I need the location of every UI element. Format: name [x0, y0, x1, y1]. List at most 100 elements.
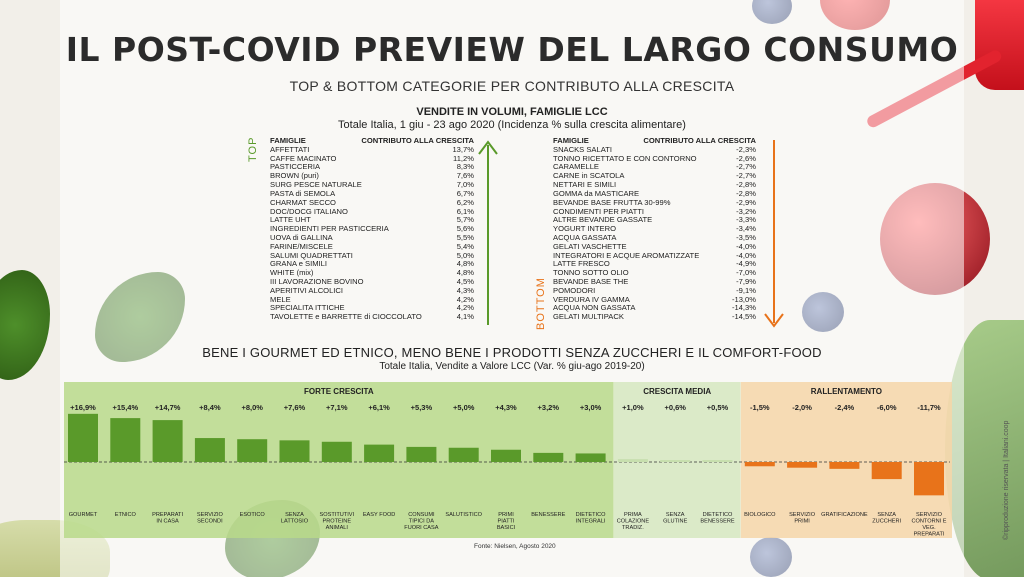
data-label: +5,3%: [411, 403, 433, 412]
col-contribution-header: CONTRIBUTO ALLA CRESCITA: [361, 136, 474, 145]
table-row: LATTE FRESCO -4,9%: [553, 260, 756, 269]
contribution-value: 4,3%: [456, 285, 474, 295]
category-label: DIETETICO BENESSERE: [700, 512, 734, 525]
data-label: -1,5%: [750, 403, 770, 412]
contribution-value: 6,2%: [456, 197, 474, 207]
family-name: GELATI MULTIPACK: [553, 312, 624, 322]
contribution-value: 6,1%: [456, 206, 474, 216]
data-label: +6,1%: [368, 403, 390, 412]
bar: [110, 418, 141, 462]
data-label: +8,0%: [241, 403, 263, 412]
contribution-value: -14,5%: [731, 312, 756, 322]
family-name: INTEGRATORI E ACQUE AROMATIZZATE: [553, 250, 700, 260]
data-label: +3,0%: [580, 403, 602, 412]
category-label: SENZA GLUTINE: [663, 512, 688, 525]
contribution-value: -9,1%: [736, 285, 756, 295]
data-label: +7,1%: [326, 403, 348, 412]
category-label: PRIMI PIATTI BASICI: [497, 512, 516, 531]
source-note: Fonte: Nielsen, Agosto 2020: [474, 543, 556, 550]
table-row: YOGURT INTERO -3,4%: [553, 224, 756, 234]
contribution-value: 4,2%: [456, 294, 474, 304]
bar: [533, 452, 564, 462]
contribution-value: -2,9%: [736, 197, 756, 207]
table-row: PASTA di SEMOLA 6,7%: [270, 188, 474, 199]
family-name: BROWN (puri): [270, 171, 319, 181]
family-name: TONNO SOTTO OLIO: [553, 268, 629, 278]
category-label: SERVIZIO SECONDI: [197, 512, 224, 525]
table-row: CAFFE MACINATO 11,2%: [270, 153, 474, 164]
category-label: SENZA LATTOSIO: [281, 512, 309, 525]
table-row: LATTE UHT 5,7%: [270, 215, 474, 225]
category-label: SENZA ZUCCHERI: [872, 512, 901, 525]
table-row: BEVANDE BASE THE -7,9%: [553, 277, 756, 287]
category-label: ETNICO: [115, 512, 137, 518]
family-name: PASTA di SEMOLA: [270, 188, 336, 198]
contribution-value: 7,6%: [456, 171, 474, 181]
family-name: GELATI VASCHETTE: [553, 241, 627, 251]
family-name: BEVANDE BASE FRUTTA 30-99%: [553, 197, 671, 207]
bar: [237, 439, 268, 462]
bottom-families-table: FAMIGLIE CONTRIBUTO ALLA CRESCITA SNACKS…: [553, 136, 756, 322]
table-row: VERDURA IV GAMMA -13,0%: [553, 294, 756, 305]
category-label: SERVIZIO PRIMI: [789, 512, 816, 525]
bar: [152, 420, 183, 462]
family-name: SURG PESCE NATURALE: [270, 180, 362, 190]
bar: [491, 449, 521, 462]
bar: [787, 462, 818, 468]
table-row: GOMMA da MASTICARE -2,8%: [553, 189, 756, 199]
family-name: SALUMI QUADRETTATI: [270, 250, 353, 260]
contribution-value: -7,0%: [736, 268, 756, 278]
group-label: CRESCITA MEDIA: [643, 387, 711, 396]
group-label: RALLENTAMENTO: [811, 387, 882, 396]
table-row: TONNO RICETTATO E CON CONTORNO -2,6%: [553, 153, 756, 164]
top-families-table: FAMIGLIE CONTRIBUTO ALLA CRESCITA AFFETT…: [270, 136, 474, 322]
family-name: ACQUA GASSATA: [553, 232, 617, 242]
bar: [617, 459, 648, 462]
table-row: GRANA e SIMILI 4,8%: [270, 260, 474, 269]
table-row: POMODORI -9,1%: [553, 285, 756, 296]
family-name: GRANA e SIMILI: [270, 259, 327, 269]
family-name: CAFFE MACINATO: [270, 153, 337, 163]
table-row: SURG PESCE NATURALE 7,0%: [270, 180, 474, 190]
family-name: SPECIALITA ITTICHE: [270, 303, 345, 313]
bar: [702, 460, 733, 462]
table-row: WHITE (mix) 4,8%: [270, 268, 474, 278]
bar: [406, 446, 437, 462]
data-label: +7,6%: [284, 403, 306, 412]
family-name: ACQUA NON GASSATA: [553, 303, 636, 313]
contribution-value: -3,3%: [736, 215, 756, 225]
category-label: PREPARATI IN CASA: [152, 512, 183, 525]
contribution-value: 5,5%: [456, 232, 474, 242]
category-label: PRIMA COLAZIONE TRADIZ.: [617, 512, 650, 531]
table-row: GELATI VASCHETTE -4,0%: [553, 241, 756, 252]
table-row: PASTICCERIA 8,3%: [270, 163, 474, 172]
table-row: CARAMELLE -2,7%: [553, 163, 756, 172]
table-row: ACQUA GASSATA -3,5%: [553, 232, 756, 243]
category-label: CONSUMI TIPICI DA FUORI CASA: [404, 512, 438, 531]
family-name: VERDURA IV GAMMA: [553, 294, 630, 304]
contribution-value: 4,5%: [456, 277, 474, 286]
contribution-value: 8,3%: [456, 162, 474, 172]
category-label: GOURMET: [69, 512, 98, 518]
bar: [575, 453, 606, 462]
bar: [744, 462, 775, 467]
table-row: SPECIALITA ITTICHE 4,2%: [270, 304, 474, 313]
table-row: DOC/DOCG ITALIANO 6,1%: [270, 206, 474, 217]
data-label: +0,6%: [664, 403, 686, 412]
contribution-value: -14,3%: [731, 303, 756, 313]
table-row: FARINE/MISCELE 5,4%: [270, 242, 474, 252]
family-name: TONNO RICETTATO E CON CONTORNO: [553, 153, 697, 163]
family-name: BEVANDE BASE THE: [553, 277, 629, 286]
page-title: IL POST-COVID PREVIEW DEL LARGO CONSUMO: [65, 30, 959, 69]
col-contribution-header: CONTRIBUTO ALLA CRESCITA: [643, 136, 756, 145]
family-name: INGREDIENTI PER PASTICCERIA: [270, 224, 389, 234]
contribution-value: 5,0%: [456, 250, 474, 260]
table-row: III LAVORAZIONE BOVINO 4,5%: [270, 277, 474, 287]
contribution-value: 5,6%: [456, 224, 474, 234]
table-row: TAVOLETTE e BARRETTE di CIOCCOLATO 4,1%: [270, 312, 474, 322]
contribution-value: -3,5%: [736, 232, 756, 242]
family-name: DOC/DOCG ITALIANO: [270, 206, 348, 216]
table-row: CARNE in SCATOLA -2,7%: [553, 171, 756, 181]
volume-section-title: VENDITE IN VOLUMI, FAMIGLIE LCC: [416, 106, 608, 118]
table-row: SNACKS SALATI -2,3%: [553, 145, 756, 155]
